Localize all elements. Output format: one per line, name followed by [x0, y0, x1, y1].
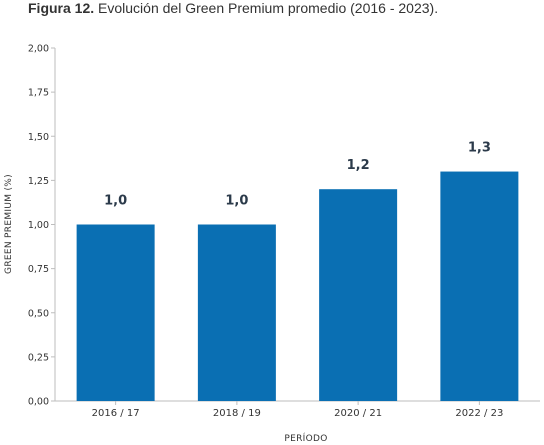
y-tick-label: 1,50 [28, 132, 49, 143]
y-tick-label: 0,25 [28, 352, 49, 363]
y-axis-ticks: 0,00 0,25 0,50 0,75 1,00 1,25 1,50 1,75 2,00 [28, 44, 55, 408]
x-axis-label: PERÍODO [284, 432, 327, 444]
figure-caption: Evolución del Green Premium promedio (20… [94, 0, 439, 16]
y-tick-label: 1,25 [28, 176, 49, 187]
x-tick-label: 2020 / 21 [334, 408, 382, 419]
bar [76, 224, 155, 401]
x-axis-ticks: 2016 / 17 2018 / 19 2020 / 21 2022 / 23 [92, 401, 503, 419]
y-tick-label: 1,00 [28, 220, 49, 231]
figure-title: Figura 12. Evolución del Green Premium p… [28, 0, 438, 16]
bar [319, 189, 398, 401]
data-label: 1,0 [104, 194, 127, 209]
bar [440, 171, 519, 401]
x-tick-label: 2022 / 23 [455, 408, 503, 419]
y-tick-label: 2,00 [28, 44, 49, 55]
y-tick-label: 0,00 [28, 397, 49, 408]
x-tick-label: 2018 / 19 [213, 408, 261, 419]
data-label: 1,3 [468, 141, 491, 156]
figure-number: Figura 12. [28, 0, 95, 16]
y-tick-label: 0,50 [28, 308, 49, 319]
data-label: 1,0 [225, 194, 248, 209]
bars: 1,0 1,0 1,2 1,3 [76, 141, 519, 401]
bar [197, 224, 276, 401]
y-axis-label: GREEN PREMIUM (%) [4, 174, 14, 274]
y-tick-label: 1,75 [28, 88, 49, 99]
x-tick-label: 2016 / 17 [92, 408, 140, 419]
y-tick-label: 0,75 [28, 264, 49, 275]
data-label: 1,2 [347, 158, 370, 173]
